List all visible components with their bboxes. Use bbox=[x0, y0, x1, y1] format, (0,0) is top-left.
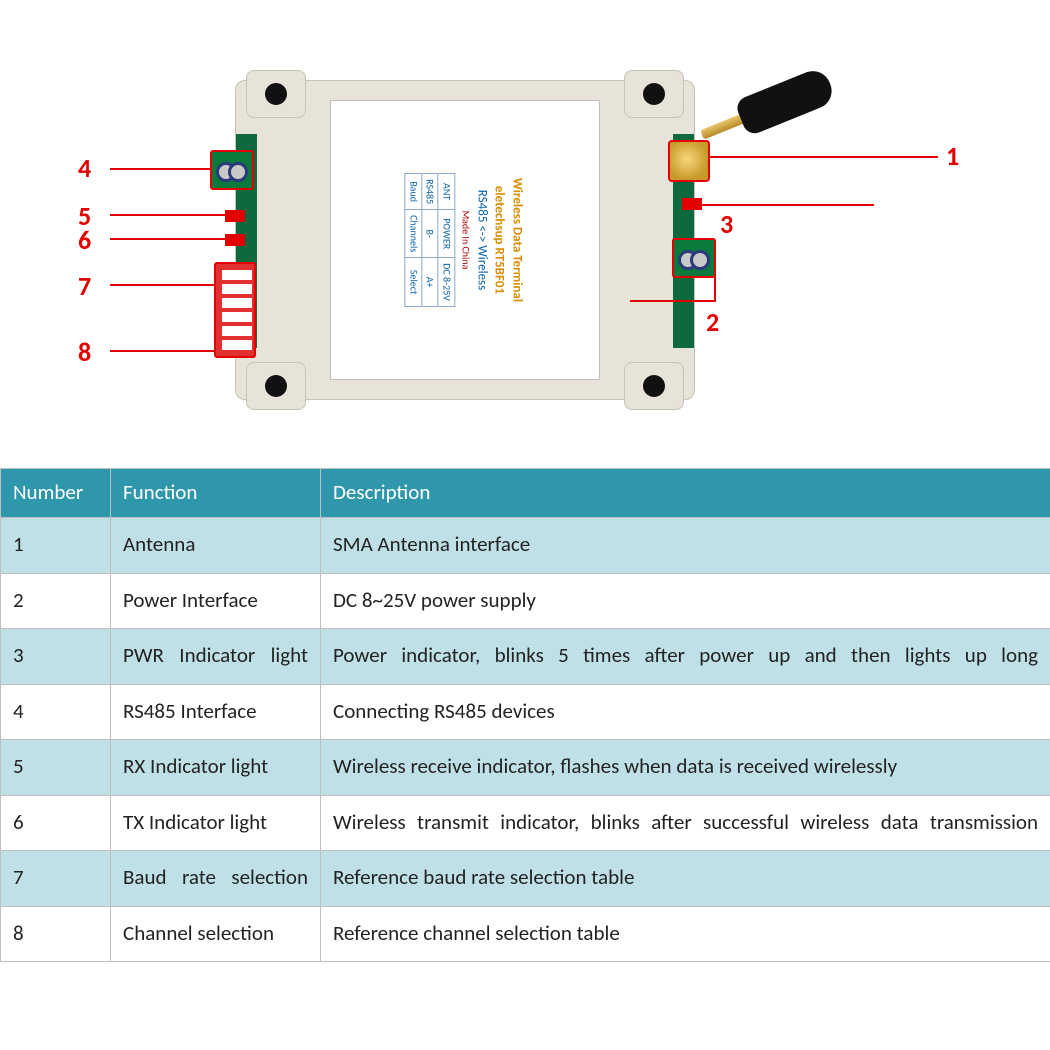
col-header-description: Description bbox=[321, 469, 1050, 518]
cell-number: 4 bbox=[1, 684, 111, 740]
cell-number: 7 bbox=[1, 851, 111, 907]
leader-line bbox=[110, 214, 226, 216]
leader-line bbox=[702, 204, 874, 206]
sma-connector bbox=[668, 140, 710, 182]
table-row: 1AntennaSMA Antenna interface bbox=[1, 518, 1050, 574]
cell-description: SMA Antenna interface bbox=[321, 518, 1050, 574]
power-terminal bbox=[672, 238, 716, 278]
cell-number: 6 bbox=[1, 795, 111, 851]
dip-switch bbox=[214, 262, 256, 358]
cell-number: 2 bbox=[1, 573, 111, 629]
rx-led bbox=[225, 210, 245, 222]
callout-number: 7 bbox=[78, 270, 91, 302]
label-line: RS485 <-> Wireless bbox=[473, 110, 491, 370]
cell-number: 8 bbox=[1, 906, 111, 962]
cell-function: Channel selection bbox=[111, 906, 321, 962]
cell-function: Antenna bbox=[111, 518, 321, 574]
table-row: 2Power InterfaceDC 8~25V power supply bbox=[1, 573, 1050, 629]
cell-function: RS485 Interface bbox=[111, 684, 321, 740]
cell-description: Connecting RS485 devices bbox=[321, 684, 1050, 740]
table-header-row: Number Function Description bbox=[1, 469, 1050, 518]
rs485-terminal bbox=[210, 150, 254, 190]
table-row: 7Baud rate selectionReference baud rate … bbox=[1, 851, 1050, 907]
table-row: 5RX Indicator lightWireless receive indi… bbox=[1, 740, 1050, 796]
leader-line bbox=[110, 168, 210, 170]
cell-number: 3 bbox=[1, 629, 111, 685]
table-row: 8Channel selectionReference channel sele… bbox=[1, 906, 1050, 962]
cell-function: RX Indicator light bbox=[111, 740, 321, 796]
cell-function: Power Interface bbox=[111, 573, 321, 629]
table-row: 6TX Indicator lightWireless transmit ind… bbox=[1, 795, 1050, 851]
callout-number: 8 bbox=[78, 336, 91, 368]
col-header-function: Function bbox=[111, 469, 321, 518]
leader-line bbox=[110, 284, 216, 286]
cell-description: Wireless transmit indicator, blinks afte… bbox=[321, 795, 1050, 851]
tx-led bbox=[225, 234, 245, 246]
col-header-number: Number bbox=[1, 469, 111, 518]
callout-number: 3 bbox=[720, 208, 733, 240]
table-row: 4RS485 InterfaceConnecting RS485 devices bbox=[1, 684, 1050, 740]
cell-function: Baud rate selection bbox=[111, 851, 321, 907]
label-pin-table: ANT POWER DC 8-25V RS485 B- A+ Baud Chan… bbox=[405, 173, 456, 307]
leader-line bbox=[630, 300, 714, 302]
mount-tab bbox=[624, 362, 684, 410]
callout-number: 1 bbox=[946, 140, 959, 172]
label-line: eletechsup RT5BF01 bbox=[490, 110, 508, 370]
label-line: Wireless Data Terminal bbox=[508, 110, 526, 370]
device-diagram: Wireless Data Terminal eletechsup RT5BF0… bbox=[0, 0, 1050, 460]
cell-function: PWR Indicator light bbox=[111, 629, 321, 685]
pwr-led bbox=[682, 198, 702, 210]
cell-description: Power indicator, blinks 5 times after po… bbox=[321, 629, 1050, 685]
mount-tab bbox=[246, 362, 306, 410]
mount-tab bbox=[624, 70, 684, 118]
callout-number: 4 bbox=[78, 152, 91, 184]
callout-number: 2 bbox=[706, 306, 719, 338]
cell-description: DC 8~25V power supply bbox=[321, 573, 1050, 629]
spec-table: Number Function Description 1AntennaSMA … bbox=[0, 468, 1050, 962]
spec-table-wrap: Number Function Description 1AntennaSMA … bbox=[0, 468, 1050, 962]
label-line: Made In China bbox=[459, 110, 473, 370]
cell-description: Reference baud rate selection table bbox=[321, 851, 1050, 907]
antenna bbox=[692, 58, 842, 161]
cell-description: Wireless receive indicator, flashes when… bbox=[321, 740, 1050, 796]
table-row: 3PWR Indicator lightPower indicator, bli… bbox=[1, 629, 1050, 685]
leader-line bbox=[714, 258, 716, 302]
leader-line bbox=[708, 156, 938, 158]
device-printed-label: Wireless Data Terminal eletechsup RT5BF0… bbox=[330, 100, 600, 380]
mount-tab bbox=[246, 70, 306, 118]
callout-number: 6 bbox=[78, 224, 91, 256]
cell-function: TX Indicator light bbox=[111, 795, 321, 851]
cell-number: 1 bbox=[1, 518, 111, 574]
cell-description: Reference channel selection table bbox=[321, 906, 1050, 962]
cell-number: 5 bbox=[1, 740, 111, 796]
leader-line bbox=[110, 238, 226, 240]
leader-line bbox=[110, 350, 216, 352]
